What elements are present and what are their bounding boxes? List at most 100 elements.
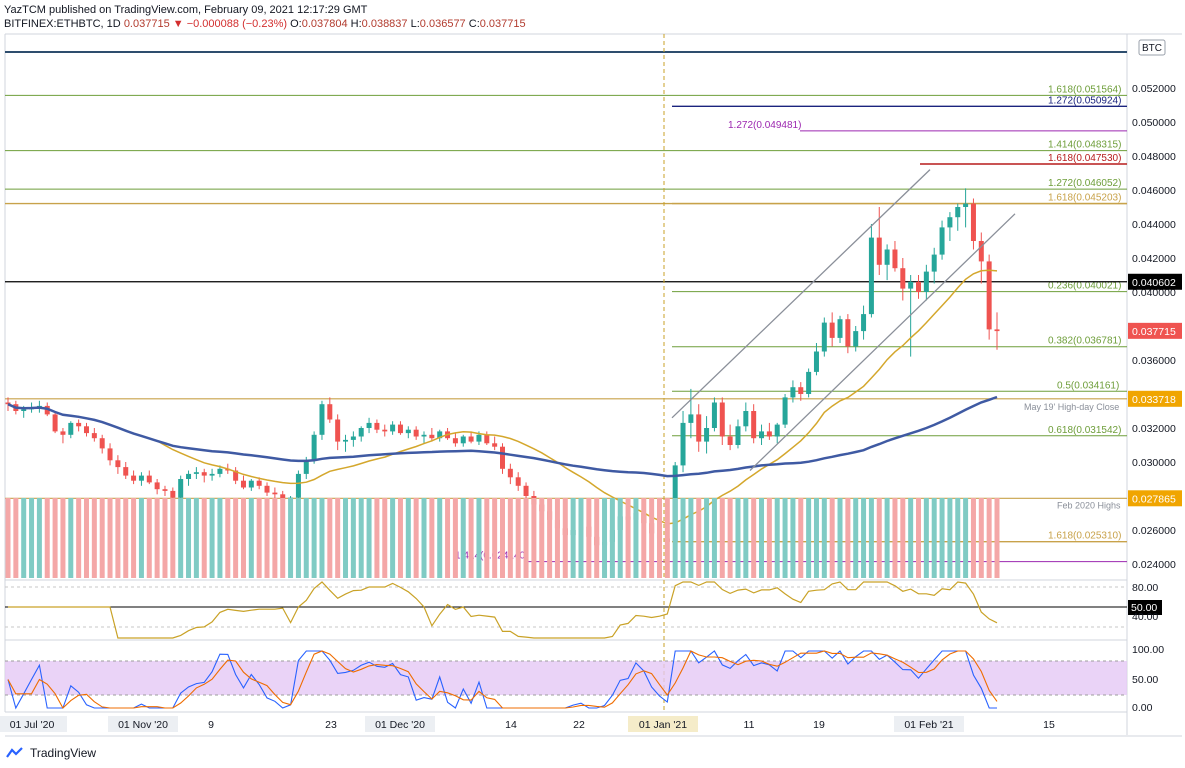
candle-body xyxy=(5,402,11,405)
moving-average-short xyxy=(7,269,998,525)
candle-body xyxy=(83,426,89,434)
candle-body xyxy=(335,419,341,442)
volume-bar xyxy=(201,498,207,578)
candle-body xyxy=(170,490,176,498)
candle-body xyxy=(233,470,239,481)
candle-body xyxy=(178,479,184,498)
volume-bar xyxy=(759,498,765,578)
volume-bar xyxy=(421,498,427,578)
candle-body xyxy=(91,433,97,439)
time-axis-label: 01 Nov '20 xyxy=(118,719,168,731)
candle-body xyxy=(146,475,152,483)
volume-bar xyxy=(99,498,105,578)
candle-body xyxy=(680,422,686,466)
candle-body xyxy=(264,485,270,493)
volume-bar xyxy=(76,498,82,578)
volume-bar xyxy=(672,498,678,578)
candle-body xyxy=(931,254,937,272)
candle-body xyxy=(107,448,113,461)
volume-bar xyxy=(916,498,922,578)
volume-bar xyxy=(711,498,717,578)
close-label: C: xyxy=(468,18,480,30)
volume-bar xyxy=(186,498,192,578)
fib-level-label: 1.272(0.049481) xyxy=(728,120,801,131)
stoch-band xyxy=(5,661,1127,695)
candle-body xyxy=(884,249,890,265)
volume-bar xyxy=(633,498,639,578)
price-tick-label: 0.052000 xyxy=(1132,83,1176,95)
volume-bar xyxy=(743,498,749,578)
volume-bar xyxy=(680,498,686,578)
time-axis-label: 01 Jul '20 xyxy=(10,719,55,731)
volume-bar xyxy=(225,498,231,578)
fib-level-label: 1.414(0.024140) xyxy=(455,551,528,562)
price-marker-label: 0.027865 xyxy=(1132,493,1176,505)
volume-bar xyxy=(256,498,262,578)
volume-bar xyxy=(570,498,576,578)
candle-body xyxy=(186,473,192,479)
candle-body xyxy=(201,472,207,476)
rsi-line xyxy=(8,581,998,639)
volume-bar xyxy=(68,498,74,578)
candle-body xyxy=(727,436,733,445)
fib-level-label: 0.236(0.040021) xyxy=(1048,281,1121,292)
candle-body xyxy=(311,434,317,461)
candle-body xyxy=(99,438,105,449)
high-label: H: xyxy=(350,18,362,30)
volume-bar xyxy=(366,498,372,578)
channel-lower xyxy=(749,213,1016,471)
rsi-current-label: 50.00 xyxy=(1131,602,1157,614)
candle-body xyxy=(947,217,953,228)
candle-body xyxy=(343,439,349,442)
volume-bar xyxy=(649,498,655,578)
volume-bar xyxy=(476,498,482,578)
low-value: 0.036577 xyxy=(419,18,466,30)
candle-body xyxy=(782,397,788,425)
fib-level-label: 1.618(0.045203) xyxy=(1048,193,1121,204)
volume-bar xyxy=(704,498,710,578)
candle-body xyxy=(986,261,992,330)
moving-average-long xyxy=(7,395,998,478)
candle-body xyxy=(131,475,137,481)
volume-bar xyxy=(900,498,906,578)
volume-bar xyxy=(978,498,984,578)
candle-body xyxy=(523,485,529,496)
volume-bar xyxy=(845,498,851,578)
channel-upper xyxy=(671,169,931,419)
symbol-label[interactable]: BITFINEX:ETHBTC, 1D xyxy=(4,18,121,30)
volume-bar xyxy=(60,498,66,578)
candle-body xyxy=(868,237,874,315)
volume-bar xyxy=(397,498,403,578)
volume-bar xyxy=(123,498,129,578)
stoch-d-line xyxy=(7,650,998,709)
candle-body xyxy=(743,411,749,427)
candle-body xyxy=(60,431,66,435)
volume-bar xyxy=(688,498,694,578)
volume-bar xyxy=(178,498,184,578)
annotation-may19: May 19' High-day Close xyxy=(1024,402,1119,412)
volume-bar xyxy=(790,498,796,578)
candle-body xyxy=(52,414,58,432)
volume-bar xyxy=(248,498,254,578)
volume-bar xyxy=(625,498,631,578)
candle-body xyxy=(193,472,199,474)
candle-body xyxy=(845,319,851,347)
candle-body xyxy=(350,436,356,440)
stoch-tick: 50.00 xyxy=(1132,674,1158,686)
candle-body xyxy=(319,404,325,435)
candle-body xyxy=(790,387,796,398)
volume-bar xyxy=(578,498,584,578)
volume-bar xyxy=(162,498,168,578)
volume-bar xyxy=(507,498,513,578)
volume-bar xyxy=(782,498,788,578)
price-change: ▼ −0.000088 (−0.23%) xyxy=(172,18,288,30)
volume-bar xyxy=(272,498,278,578)
volume-bar xyxy=(382,498,388,578)
volume-bar xyxy=(264,498,270,578)
volume-bar xyxy=(36,498,42,578)
volume-bar xyxy=(83,498,89,578)
volume-bar xyxy=(295,498,301,578)
time-axis-label: 23 xyxy=(325,719,337,731)
candle-body xyxy=(970,203,976,241)
